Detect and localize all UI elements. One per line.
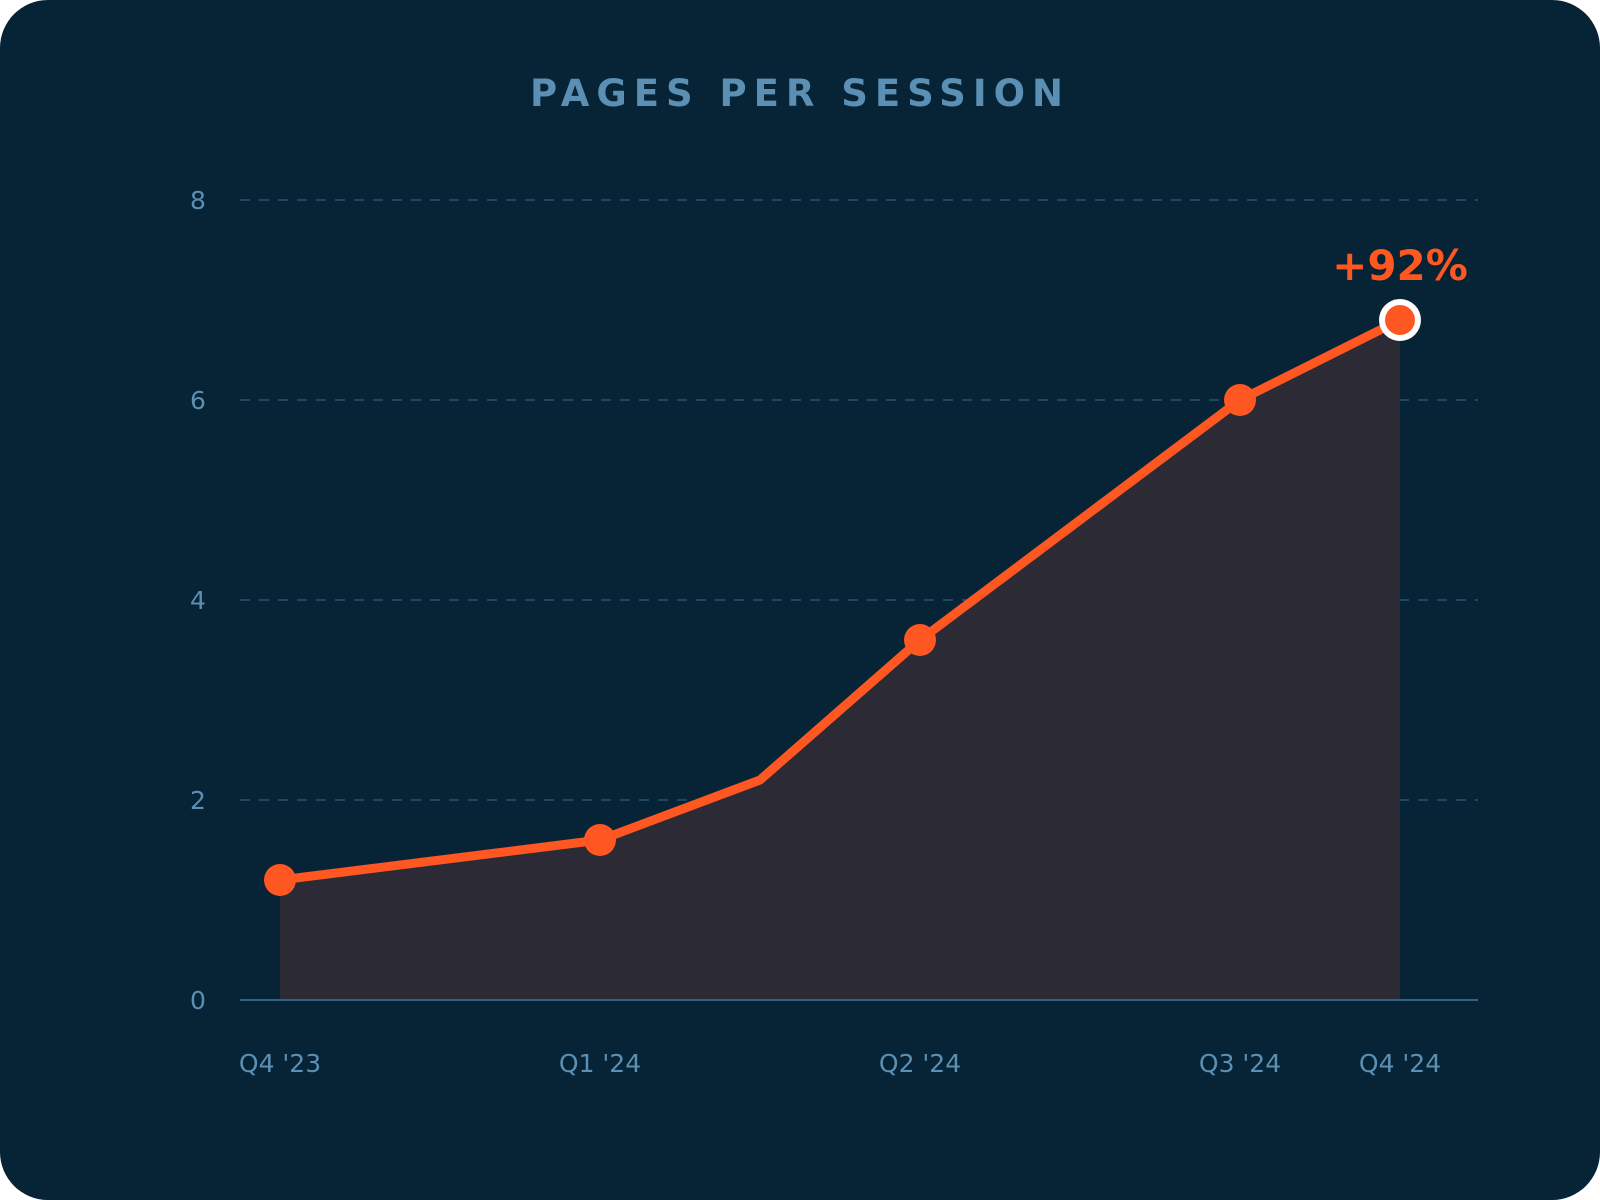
change-annotation: +92% [1332,241,1468,290]
y-tick-label: 2 [190,786,206,815]
annotation-group: +92% [1332,241,1468,290]
data-points [264,299,1421,896]
series-line-group [275,315,1405,885]
data-point [1224,384,1256,416]
area-fill [280,320,1400,1000]
y-tick-labels: 0 2 4 6 8 [190,186,206,1015]
y-tick-label: 8 [190,186,206,215]
y-tick-label: 4 [190,586,206,615]
x-tick-label: Q4 '24 [1359,1049,1441,1078]
y-tick-label: 0 [190,986,206,1015]
chart-title: PAGES PER SESSION [529,72,1071,115]
x-tick-label: Q4 '23 [239,1049,321,1078]
x-tick-label: Q1 '24 [559,1049,641,1078]
data-point-highlight [1385,305,1415,335]
x-tick-label: Q3 '24 [1199,1049,1281,1078]
data-point [904,624,936,656]
area-fill-group [280,320,1400,1000]
data-point [584,824,616,856]
x-tick-labels: Q4 '23 Q1 '24 Q2 '24 Q3 '24 Q4 '24 [239,1049,1441,1078]
x-tick-label: Q2 '24 [879,1049,961,1078]
series-line [275,315,1405,885]
y-tick-label: 6 [190,386,206,415]
data-point [264,864,296,896]
